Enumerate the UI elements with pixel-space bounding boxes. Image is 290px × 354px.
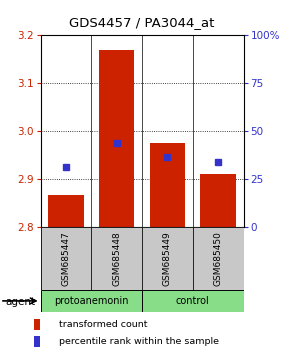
- Bar: [142, 290, 244, 312]
- Bar: [193, 227, 244, 290]
- Text: percentile rank within the sample: percentile rank within the sample: [59, 337, 219, 346]
- Text: GSM685449: GSM685449: [163, 231, 172, 286]
- Text: GSM685448: GSM685448: [112, 231, 121, 286]
- Bar: [34, 336, 40, 347]
- Bar: [142, 227, 193, 290]
- Bar: [41, 227, 91, 290]
- Text: GSM685450: GSM685450: [214, 231, 223, 286]
- Text: GDS4457 / PA3044_at: GDS4457 / PA3044_at: [69, 16, 215, 29]
- Bar: [48, 195, 84, 227]
- Text: GSM685447: GSM685447: [61, 231, 70, 286]
- Bar: [200, 174, 236, 227]
- Text: agent: agent: [6, 297, 36, 307]
- Bar: [41, 290, 142, 312]
- Bar: [91, 227, 142, 290]
- Text: protoanemonin: protoanemonin: [54, 296, 128, 306]
- Bar: [150, 143, 185, 227]
- Text: transformed count: transformed count: [59, 320, 147, 329]
- Bar: [99, 50, 135, 227]
- Text: control: control: [176, 296, 210, 306]
- Bar: [34, 319, 40, 330]
